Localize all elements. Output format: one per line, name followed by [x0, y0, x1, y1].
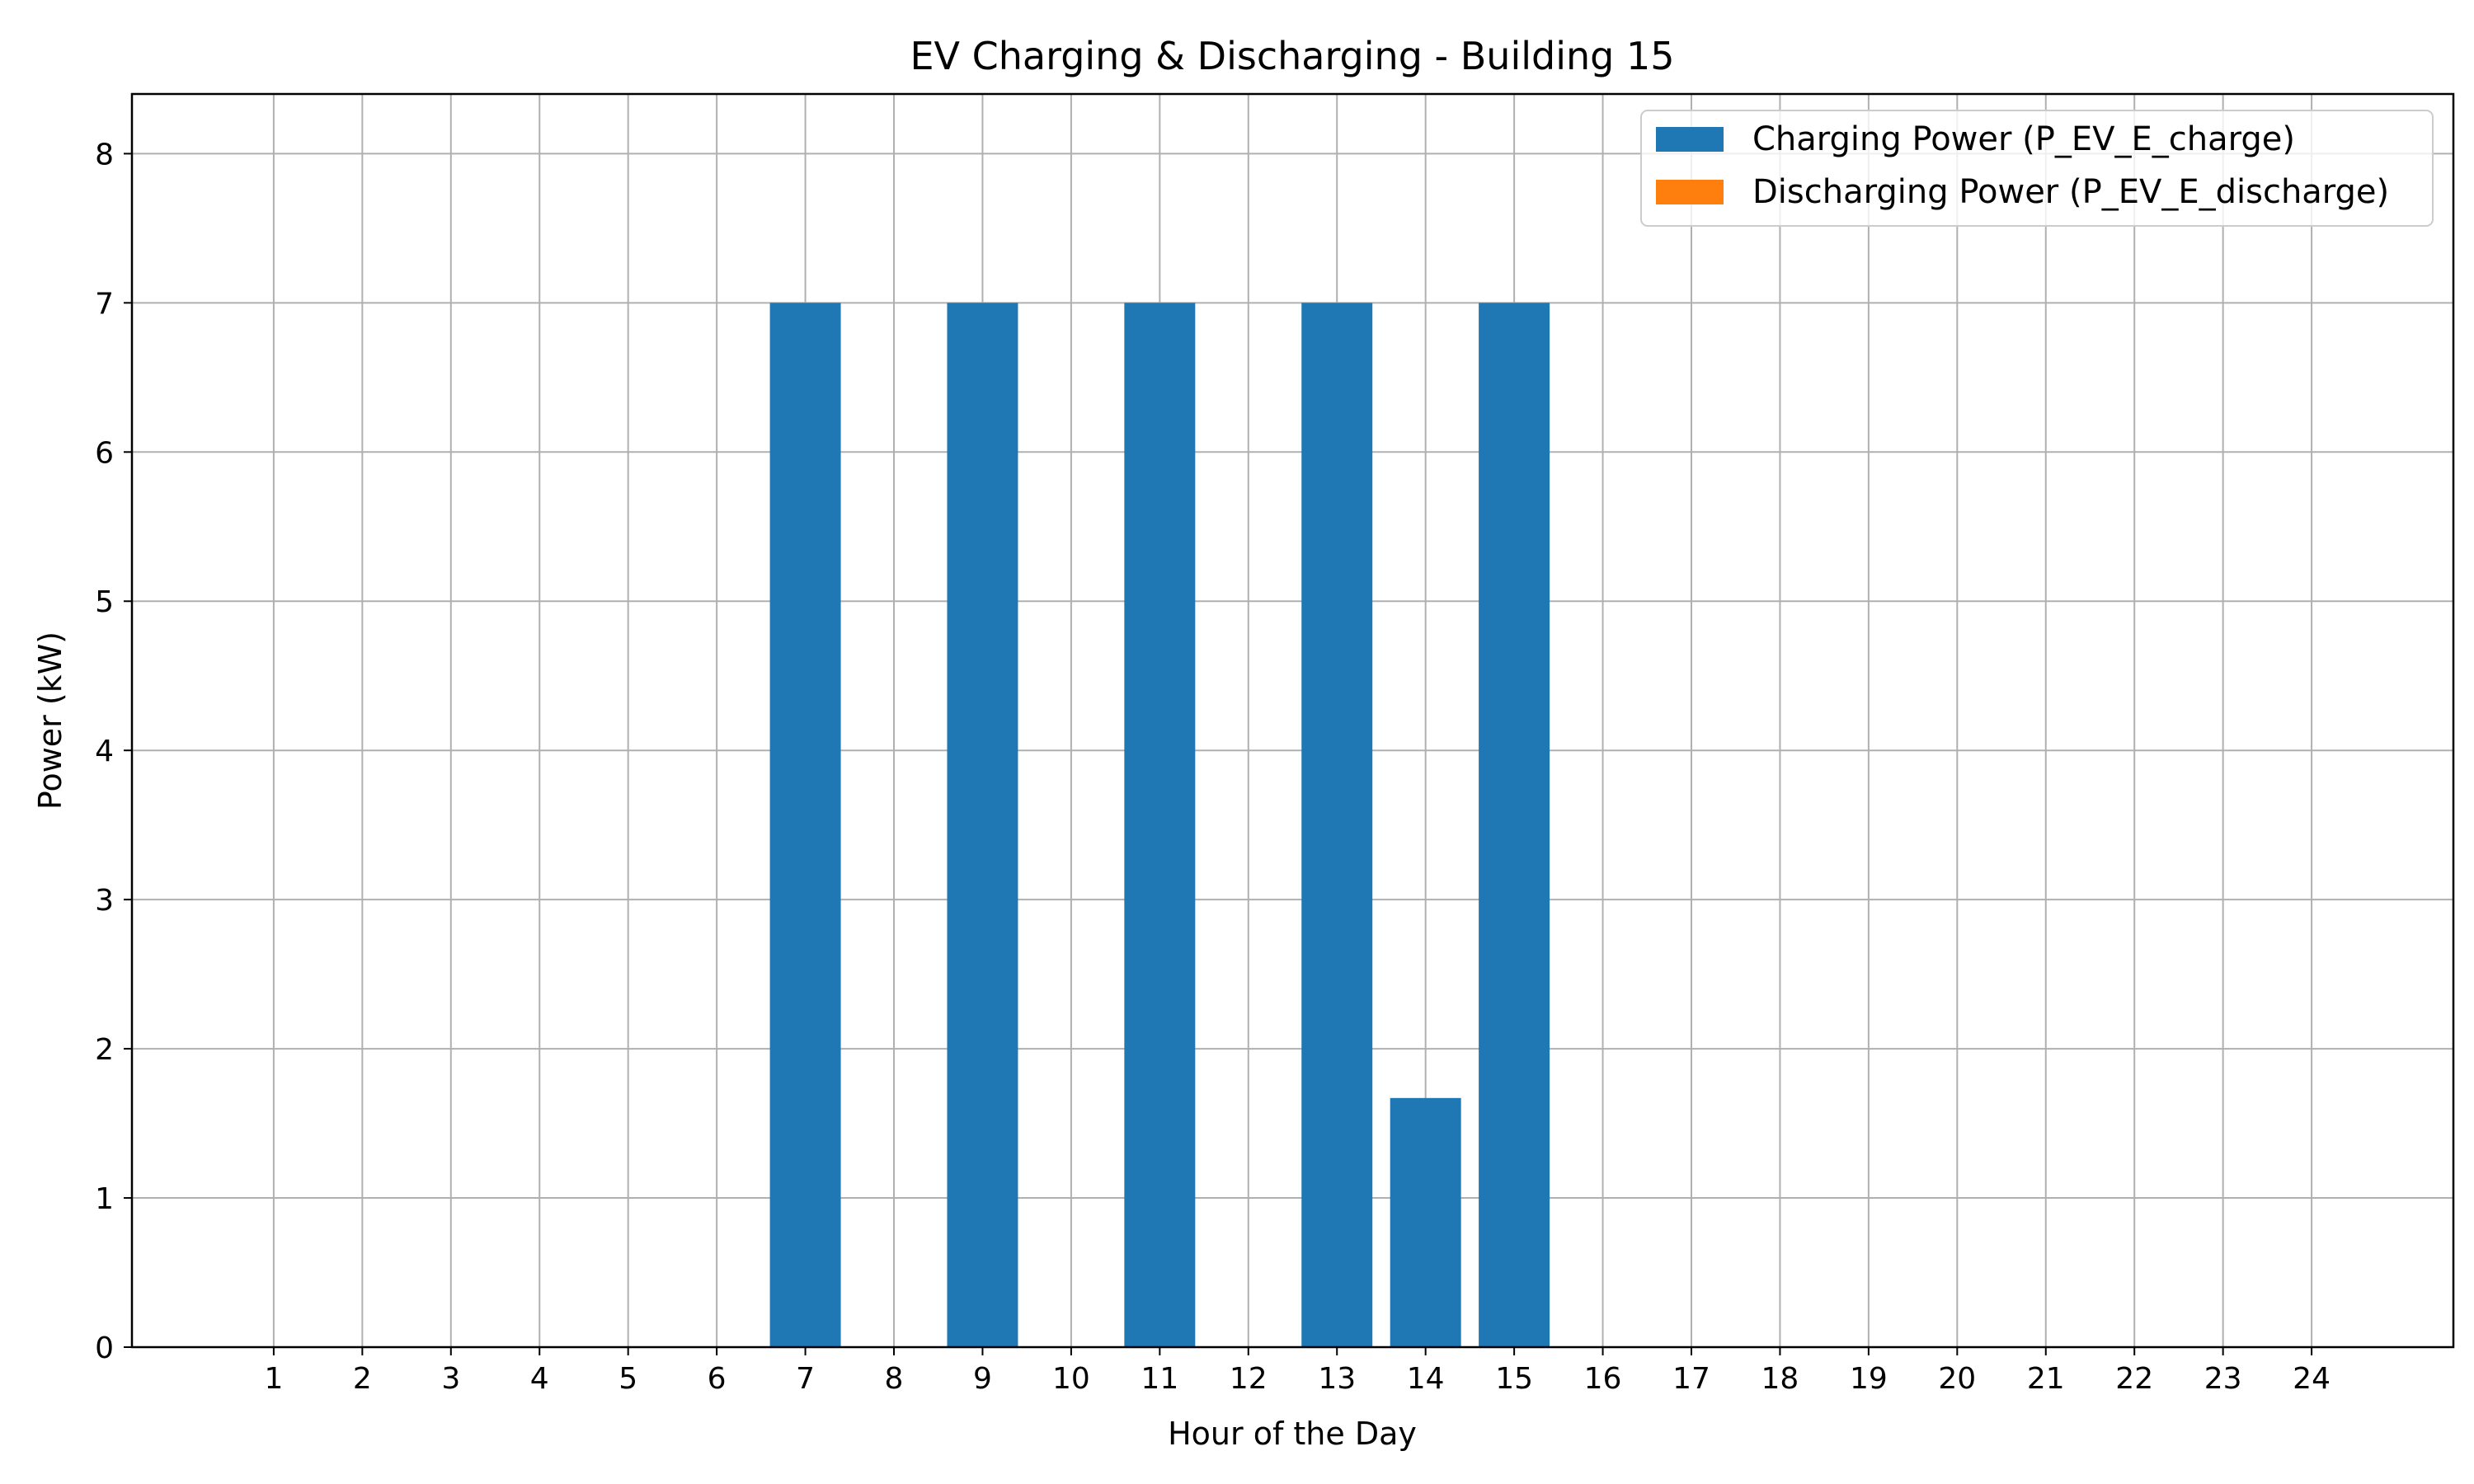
y-tick-label: 1	[95, 1182, 114, 1216]
x-tick-label: 13	[1318, 1362, 1356, 1396]
x-axis-label: Hour of the Day	[1168, 1416, 1417, 1452]
x-tick-label: 2	[353, 1362, 372, 1396]
x-tick-label: 9	[973, 1362, 992, 1396]
x-tick-label: 6	[708, 1362, 727, 1396]
chart-title: EV Charging & Discharging - Building 15	[910, 34, 1674, 78]
y-tick-label: 6	[95, 436, 114, 470]
charging-bar	[1301, 303, 1373, 1347]
x-tick-label: 19	[1850, 1362, 1888, 1396]
legend-frame	[1640, 110, 2434, 227]
legend-label-discharging: Discharging Power (P_EV_E_discharge)	[1752, 173, 2389, 211]
y-tick-label: 2	[95, 1033, 114, 1067]
charging-bar	[1479, 303, 1550, 1347]
x-tick-label: 15	[1495, 1362, 1533, 1396]
legend-swatch-discharging	[1656, 180, 1724, 204]
y-tick-label: 8	[95, 138, 114, 171]
x-tick-label: 12	[1230, 1362, 1268, 1396]
y-axis: 0 1 2 3 4 5 6 7 8	[95, 138, 132, 1365]
x-tick-label: 18	[1761, 1362, 1799, 1396]
x-tick-label: 5	[618, 1362, 637, 1396]
x-tick-label: 14	[1407, 1362, 1445, 1396]
x-tick-label: 10	[1052, 1362, 1090, 1396]
charging-bar	[769, 303, 841, 1347]
x-tick-label: 23	[2204, 1362, 2242, 1396]
x-tick-label: 7	[796, 1362, 815, 1396]
y-tick-label: 0	[95, 1331, 114, 1365]
y-tick-label: 4	[95, 735, 114, 768]
x-tick-label: 8	[885, 1362, 904, 1396]
x-tick-label: 1	[264, 1362, 283, 1396]
x-tick-label: 3	[441, 1362, 460, 1396]
plot-area	[130, 92, 2455, 1349]
y-axis-label: Power (kW)	[32, 632, 68, 810]
x-tick-label: 20	[1938, 1362, 1976, 1396]
charging-bar	[1124, 303, 1196, 1347]
x-tick-label: 21	[2027, 1362, 2065, 1396]
x-tick-label: 4	[530, 1362, 549, 1396]
bars	[769, 303, 1550, 1347]
x-tick-label: 16	[1584, 1362, 1622, 1396]
x-axis: 1 2 3 4 5 6 7 8 9 10 11 12 13 14 15 16 17 18 19 20 21 22 23 24	[264, 1347, 2331, 1396]
x-tick-label: 24	[2293, 1362, 2331, 1396]
y-tick-label: 5	[95, 585, 114, 619]
x-tick-label: 22	[2115, 1362, 2153, 1396]
y-tick-label: 7	[95, 287, 114, 321]
legend: Charging Power (P_EV_E_charge) Dischargi…	[1640, 110, 2434, 227]
grid	[132, 94, 2453, 1348]
x-tick-label: 11	[1141, 1362, 1178, 1396]
y-tick-label: 3	[95, 884, 114, 918]
charging-bar	[1390, 1097, 1461, 1347]
x-tick-label: 17	[1672, 1362, 1710, 1396]
legend-swatch-charging	[1656, 127, 1724, 152]
charging-bar	[947, 303, 1018, 1347]
legend-label-charging: Charging Power (P_EV_E_charge)	[1752, 120, 2295, 158]
